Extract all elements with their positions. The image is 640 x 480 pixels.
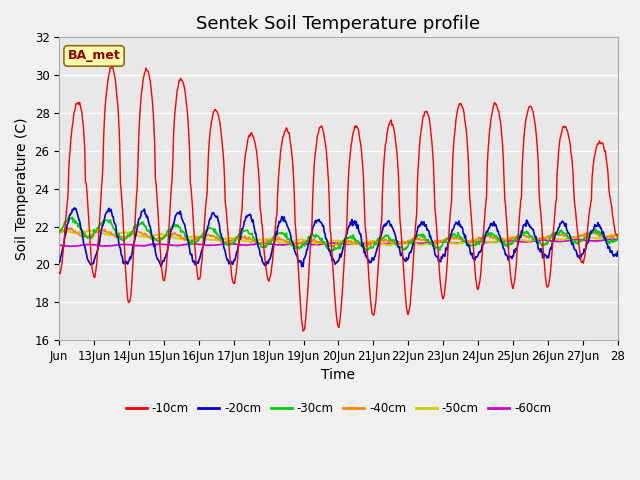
Title: Sentek Soil Temperature profile: Sentek Soil Temperature profile bbox=[196, 15, 481, 33]
Y-axis label: Soil Temperature (C): Soil Temperature (C) bbox=[15, 118, 29, 260]
Text: BA_met: BA_met bbox=[68, 49, 120, 62]
Legend: -10cm, -20cm, -30cm, -40cm, -50cm, -60cm: -10cm, -20cm, -30cm, -40cm, -50cm, -60cm bbox=[121, 397, 556, 420]
X-axis label: Time: Time bbox=[321, 369, 355, 383]
